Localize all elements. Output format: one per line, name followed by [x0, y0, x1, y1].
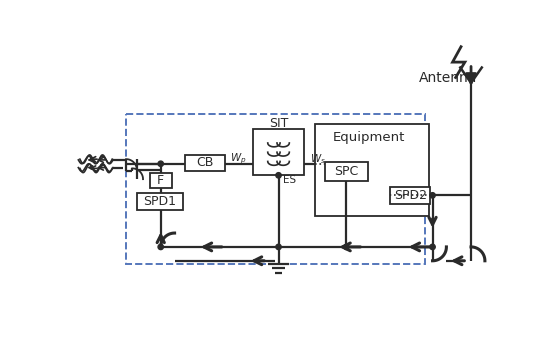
FancyBboxPatch shape — [253, 129, 304, 175]
Circle shape — [430, 193, 435, 198]
Text: F: F — [157, 174, 165, 187]
Text: SPD1: SPD1 — [143, 195, 177, 208]
Text: Antenna: Antenna — [419, 71, 477, 84]
FancyBboxPatch shape — [325, 162, 368, 181]
FancyBboxPatch shape — [184, 154, 224, 171]
Circle shape — [158, 244, 163, 250]
FancyBboxPatch shape — [315, 124, 429, 216]
Text: ES: ES — [283, 175, 296, 185]
Text: $W_s$: $W_s$ — [310, 152, 326, 166]
Text: SIT: SIT — [269, 117, 288, 130]
Text: CB: CB — [196, 156, 213, 169]
Circle shape — [430, 244, 435, 250]
FancyBboxPatch shape — [150, 173, 172, 188]
Text: SPC: SPC — [334, 165, 358, 178]
Circle shape — [276, 244, 281, 250]
Circle shape — [158, 161, 163, 166]
FancyBboxPatch shape — [137, 193, 183, 210]
Text: $W_p$: $W_p$ — [230, 152, 247, 166]
Circle shape — [343, 244, 349, 250]
FancyBboxPatch shape — [390, 187, 430, 204]
Text: SPD2: SPD2 — [394, 189, 427, 202]
Text: Equipment: Equipment — [333, 131, 406, 144]
Circle shape — [276, 173, 281, 178]
